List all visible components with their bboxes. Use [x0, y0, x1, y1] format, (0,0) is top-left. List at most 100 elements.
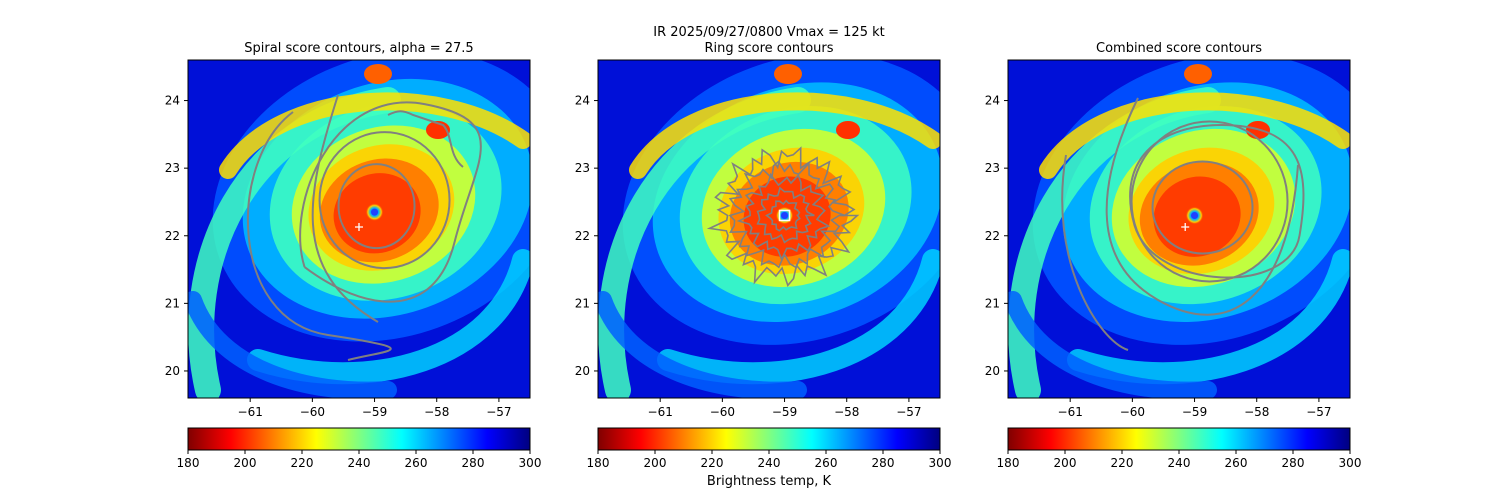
- colorbar: [1007, 427, 1351, 451]
- contour-line: [299, 101, 482, 303]
- y-tick-label: 24: [985, 94, 1000, 108]
- panel-title: Combined score contours: [1096, 41, 1262, 56]
- best-ring-center-marker: [778, 209, 791, 222]
- y-tick-label: 20: [575, 364, 590, 378]
- contour-line: [736, 172, 831, 262]
- x-tick-label: −58: [424, 405, 449, 419]
- contour-line: [765, 199, 801, 232]
- contour-line: [1151, 160, 1254, 255]
- ir-image: [188, 60, 530, 398]
- colorbar-tick-label: 300: [929, 456, 952, 470]
- colorbar-tick-label: 180: [177, 456, 200, 470]
- y-tick-label: 23: [165, 161, 180, 175]
- contour-line: [337, 163, 416, 250]
- colorbar-tick-label: 240: [758, 456, 781, 470]
- y-tick-label: 24: [165, 94, 180, 108]
- colorbar-tick-label: 240: [348, 456, 371, 470]
- axes-frame: [597, 59, 941, 399]
- x-tick-label: −61: [1058, 405, 1083, 419]
- rainband: [1008, 291, 1217, 398]
- colorbar-tick-label: 180: [587, 456, 610, 470]
- colorbar-tick-label: 300: [1339, 456, 1362, 470]
- x-tick-label: −58: [1244, 405, 1269, 419]
- rainband: [629, 92, 940, 179]
- rainband: [219, 92, 530, 179]
- axes-frame: [1007, 59, 1351, 399]
- contour-line: [706, 146, 860, 288]
- rainband: [1067, 249, 1350, 385]
- x-tick-label: −57: [1306, 405, 1331, 419]
- contour-line: [311, 94, 379, 323]
- contour-line: [387, 110, 464, 168]
- score-contours: [706, 146, 860, 288]
- cold-cloud-top: [836, 121, 860, 139]
- rainband: [1039, 92, 1350, 179]
- contour-line: [318, 131, 451, 270]
- contour-line: [1129, 124, 1305, 279]
- figure-suptitle: IR 2025/09/27/0800 Vmax = 125 kt: [653, 25, 884, 40]
- x-tick-label: −61: [238, 405, 263, 419]
- contour-line: [247, 111, 392, 361]
- y-tick-label: 21: [575, 296, 590, 310]
- cold-cloud-top: [1184, 64, 1212, 84]
- x-tick-label: −57: [896, 405, 921, 419]
- y-tick-label: 21: [985, 296, 1000, 310]
- ir-image: [598, 60, 940, 398]
- panel-title: Ring score contours: [704, 41, 833, 56]
- panel-combined: Combined score contours −61 −60 −59 −58 −57 20…: [985, 41, 1362, 470]
- y-tick-label: 21: [165, 296, 180, 310]
- colorbar-tick-label: 280: [872, 456, 895, 470]
- x-tick-label: −59: [362, 405, 387, 419]
- x-tick-label: −61: [648, 405, 673, 419]
- colorbar-tick-label: 200: [234, 456, 257, 470]
- colorbar-tick-label: 220: [291, 456, 314, 470]
- storm-eye-core: [781, 211, 789, 219]
- contour-line: [756, 186, 815, 244]
- colorbar-tick-label: 200: [644, 456, 667, 470]
- colorbar-tick-label: 220: [701, 456, 724, 470]
- x-tick-label: −58: [834, 405, 859, 419]
- x-tick-label: −57: [486, 405, 511, 419]
- x-tick-label: −59: [772, 405, 797, 419]
- y-tick-label: 23: [985, 161, 1000, 175]
- y-tick-label: 20: [165, 364, 180, 378]
- colorbar: [187, 427, 531, 451]
- colorbar-tick-label: 260: [405, 456, 428, 470]
- colorbar-tick-label: 300: [519, 456, 542, 470]
- y-tick-label: 22: [985, 229, 1000, 243]
- colorbar-tick-label: 280: [462, 456, 485, 470]
- rainband: [247, 249, 530, 385]
- y-tick-label: 24: [575, 94, 590, 108]
- colorbar-tick-label: 200: [1054, 456, 1077, 470]
- storm-eye-core: [1191, 211, 1199, 219]
- score-contours: [1061, 97, 1305, 351]
- contour-line: [728, 160, 846, 269]
- panel-ring: Ring score contours −61 −60 −59 −58 −57 20 21 22…: [575, 41, 952, 470]
- y-tick-label: 20: [985, 364, 1000, 378]
- rainband: [188, 291, 397, 398]
- x-tick-label: −60: [710, 405, 735, 419]
- cold-cloud-top: [364, 64, 392, 84]
- contour-line: [1130, 120, 1289, 283]
- axes-frame: [187, 59, 531, 399]
- y-tick-label: 22: [575, 229, 590, 243]
- colorbar-tick-label: 260: [1225, 456, 1248, 470]
- storm-eye-core: [371, 208, 379, 216]
- panel-title: Spiral score contours, alpha = 27.5: [244, 41, 473, 56]
- colorbar-tick-label: 260: [815, 456, 838, 470]
- cold-cloud-top: [774, 64, 802, 84]
- panel-spiral: Spiral score contours, alpha = 27.5 −61 −6…: [165, 41, 542, 470]
- x-tick-label: −60: [1120, 405, 1145, 419]
- colorbar-tick-label: 240: [1168, 456, 1191, 470]
- y-tick-label: 22: [165, 229, 180, 243]
- colorbar-tick-label: 220: [1111, 456, 1134, 470]
- first-guess-marker: [355, 222, 363, 231]
- first-guess-marker: [1181, 222, 1190, 231]
- colorbar: [597, 427, 941, 451]
- contour-line: [1105, 97, 1299, 316]
- colorbar-tick-label: 280: [1282, 456, 1305, 470]
- rainband: [657, 249, 940, 385]
- y-tick-label: 23: [575, 161, 590, 175]
- ir-image: [1008, 60, 1350, 398]
